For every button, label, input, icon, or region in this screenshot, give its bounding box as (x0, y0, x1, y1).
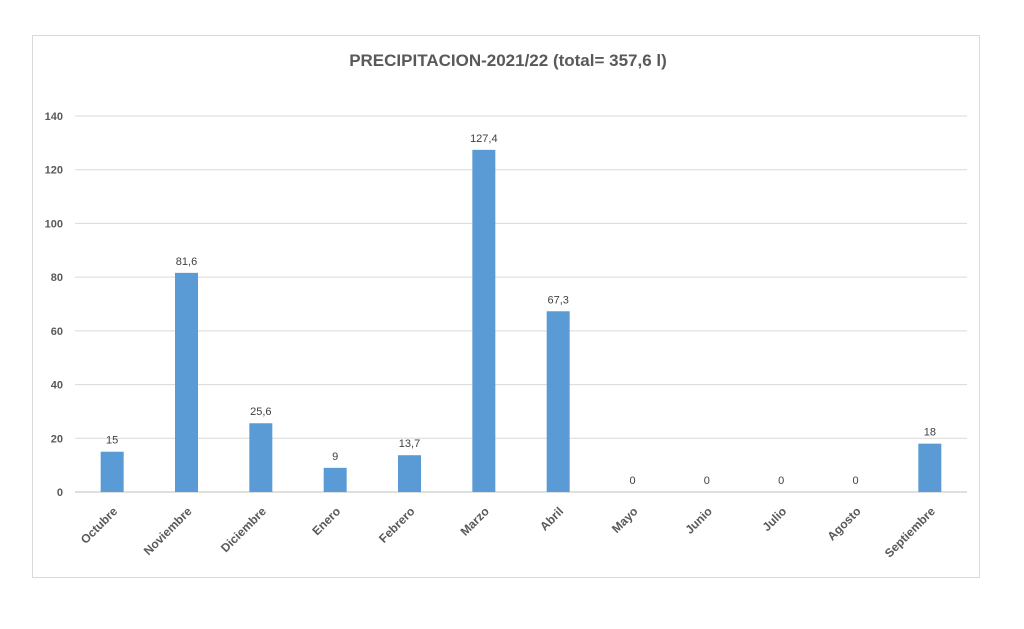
x-tick-label: Marzo (458, 504, 492, 538)
data-label: 0 (629, 475, 635, 487)
data-label: 13,7 (399, 438, 420, 450)
x-axis-ticks: Octubre Noviembre Diciembre Enero Febrero Mar… (78, 504, 938, 560)
x-tick-label: Septiembre (882, 504, 938, 560)
data-label: 9 (332, 451, 338, 463)
bar (175, 272, 198, 492)
x-tick-label: Abril (537, 504, 566, 533)
precipitation-chart: PRECIPITACION-2021/22 (total= 357,6 l) 0… (45, 51, 967, 560)
x-tick-label: Agosto (824, 504, 863, 543)
data-label: 0 (704, 475, 710, 487)
y-tick-label: 80 (51, 272, 63, 284)
x-tick-label: Noviembre (141, 504, 195, 558)
data-label: 18 (924, 427, 936, 439)
chart-frame: PRECIPITACION-2021/22 (total= 357,6 l) 0… (32, 35, 980, 578)
bar (323, 467, 347, 492)
y-tick-label: 20 (51, 433, 63, 445)
x-tick-label: Febrero (376, 504, 417, 545)
x-tick-label: Enero (309, 504, 343, 538)
data-label: 0 (778, 475, 784, 487)
bar (100, 451, 124, 492)
data-label: 67,3 (547, 294, 568, 306)
bar (472, 149, 496, 492)
data-label: 25,6 (250, 406, 271, 418)
y-tick-label: 140 (45, 111, 63, 123)
y-tick-label: 40 (51, 380, 63, 392)
y-tick-label: 120 (45, 165, 63, 177)
bar (918, 443, 942, 492)
data-label: 127,4 (470, 133, 498, 145)
y-tick-label: 0 (57, 487, 63, 499)
bar (249, 423, 273, 492)
data-label: 0 (852, 475, 858, 487)
x-tick-label: Diciembre (218, 504, 269, 555)
gridlines (75, 115, 967, 493)
x-tick-label: Octubre (78, 504, 121, 547)
data-labels: 15 81,6 25,6 9 13,7 127,4 67,3 0 0 0 0 18 (106, 133, 936, 487)
y-tick-label: 100 (45, 218, 63, 230)
data-label: 81,6 (176, 256, 197, 268)
x-tick-label: Mayo (609, 504, 641, 536)
x-tick-label: Junio (682, 504, 715, 537)
y-axis-ticks: 0 20 40 60 80 100 120 140 (45, 111, 63, 499)
bars (100, 149, 942, 492)
bar (398, 455, 421, 492)
x-tick-label: Julio (760, 504, 790, 534)
data-label: 15 (106, 435, 118, 447)
bar (546, 311, 570, 492)
chart-title: PRECIPITACION-2021/22 (total= 357,6 l) (349, 51, 667, 70)
y-tick-label: 60 (51, 326, 63, 338)
